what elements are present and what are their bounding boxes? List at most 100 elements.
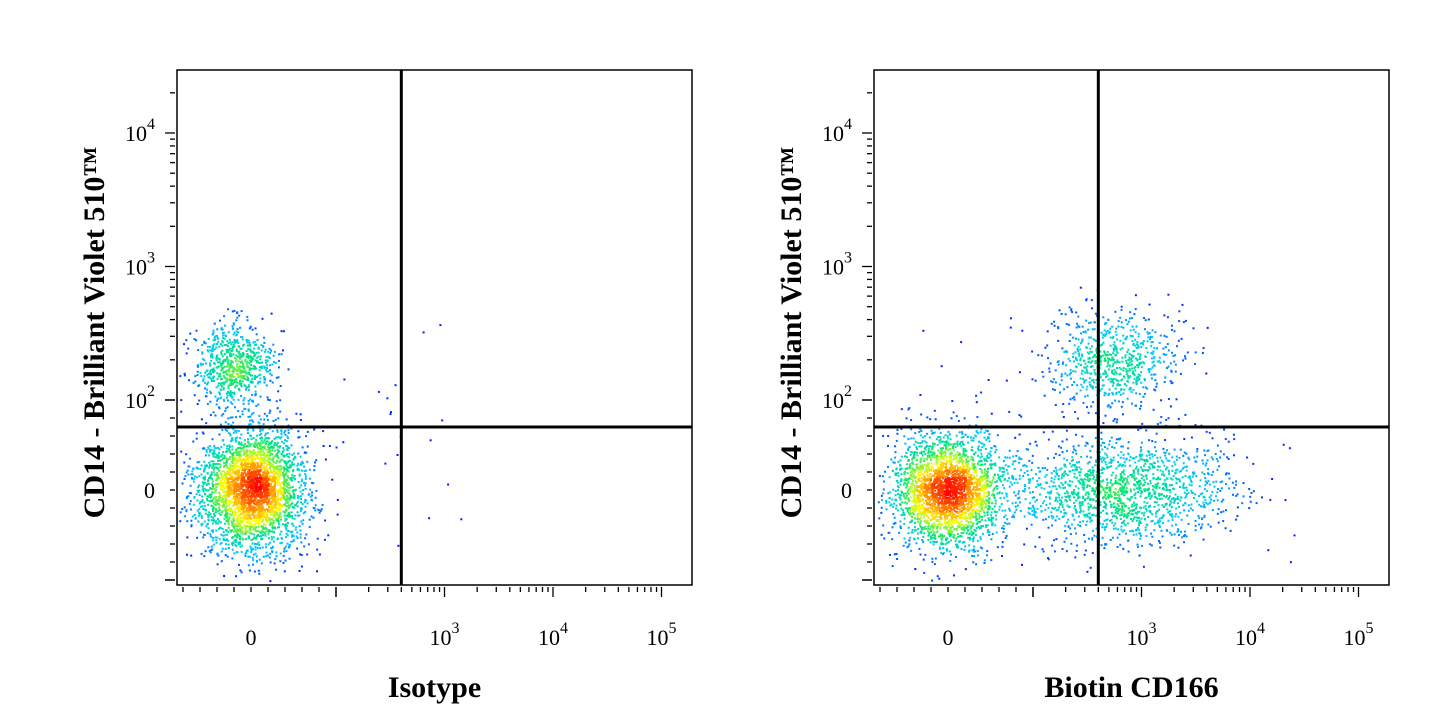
- event-dot: [265, 364, 268, 367]
- event-dot: [271, 550, 274, 553]
- event-dot: [246, 319, 249, 322]
- event-dot: [250, 550, 253, 553]
- event-dot: [210, 448, 213, 451]
- event-dot: [259, 358, 262, 361]
- event-dot: [241, 493, 244, 496]
- event-dot: [240, 433, 243, 436]
- event-dot: [222, 489, 225, 492]
- event-dot: [277, 478, 280, 481]
- event-dot: [923, 484, 926, 487]
- event-dot: [260, 515, 263, 518]
- event-dot: [245, 462, 248, 465]
- event-dot: [286, 534, 289, 537]
- event-dot: [264, 434, 267, 437]
- event-dot: [265, 485, 268, 487]
- event-dot: [1018, 496, 1021, 499]
- event-dot: [233, 472, 236, 475]
- event-dot: [923, 475, 926, 478]
- event-dot: [268, 475, 271, 478]
- event-dot: [216, 510, 219, 513]
- event-dot: [204, 550, 207, 553]
- event-dot: [276, 496, 279, 498]
- event-dot: [243, 377, 245, 380]
- event-dot: [250, 358, 253, 361]
- event-dot: [280, 486, 283, 489]
- event-dot: [261, 491, 264, 494]
- event-dot: [235, 350, 238, 353]
- event-dot: [282, 473, 285, 476]
- event-dot: [223, 454, 226, 457]
- event-dot: [974, 550, 977, 553]
- event-dot: [214, 536, 217, 539]
- event-dot: [188, 502, 191, 505]
- event-dot: [235, 448, 238, 451]
- event-dot: [220, 488, 223, 491]
- event-dot: [204, 466, 207, 469]
- event-dot: [226, 493, 229, 496]
- event-dot: [244, 370, 247, 373]
- event-dot: [923, 470, 926, 473]
- event-dot: [235, 497, 238, 500]
- event-dot: [209, 487, 212, 489]
- event-dot: [931, 523, 934, 526]
- event-dot: [241, 472, 244, 475]
- event-dot: [200, 552, 203, 555]
- event-dot: [252, 341, 255, 344]
- event-dot: [301, 503, 304, 505]
- event-dot: [278, 477, 281, 479]
- event-dot: [185, 496, 188, 499]
- event-dot: [239, 415, 241, 418]
- event-dot: [266, 440, 269, 443]
- event-dot: [262, 501, 265, 504]
- event-dot: [261, 504, 264, 507]
- event-dot: [226, 457, 229, 460]
- event-dot: [239, 437, 242, 439]
- event-dot: [933, 522, 936, 525]
- event-dot: [199, 531, 202, 534]
- event-dot: [222, 366, 225, 369]
- event-dot: [947, 520, 950, 523]
- event-dot: [222, 413, 225, 415]
- event-dot: [258, 442, 261, 445]
- event-dot: [215, 386, 218, 389]
- event-dot: [274, 455, 277, 458]
- event-dot: [255, 343, 258, 346]
- event-dot: [209, 535, 212, 538]
- event-dot: [211, 522, 214, 525]
- event-dot: [225, 529, 228, 532]
- event-dot: [271, 524, 274, 527]
- event-dot: [262, 481, 265, 484]
- event-dot: [232, 343, 235, 346]
- event-dot: [212, 329, 215, 332]
- event-dot: [224, 487, 227, 490]
- event-dot: [271, 363, 274, 366]
- event-dot: [238, 389, 241, 392]
- event-dot: [271, 508, 274, 510]
- event-dot: [249, 348, 252, 351]
- event-dot: [887, 466, 889, 468]
- event-dot: [249, 491, 252, 494]
- event-dot: [968, 486, 971, 489]
- event-dot: [270, 502, 273, 505]
- event-dot: [245, 486, 248, 489]
- event-dot: [235, 575, 237, 578]
- event-dot: [240, 491, 243, 494]
- event-dot: [219, 493, 222, 496]
- event-dot: [221, 485, 224, 488]
- event-dot: [272, 536, 275, 539]
- event-dot: [275, 400, 278, 403]
- event-dot: [265, 486, 268, 489]
- event-dot: [253, 480, 256, 483]
- event-dot: [955, 537, 958, 540]
- event-dot: [245, 449, 248, 452]
- event-dot: [428, 517, 431, 520]
- event-dot: [969, 527, 972, 530]
- event-dot: [256, 434, 259, 437]
- event-dot: [303, 465, 306, 468]
- event-dot: [258, 414, 261, 417]
- event-dot: [237, 398, 240, 401]
- event-dot: [207, 546, 210, 549]
- event-dot: [926, 469, 929, 472]
- event-dot: [233, 345, 236, 348]
- event-dot: [253, 471, 256, 474]
